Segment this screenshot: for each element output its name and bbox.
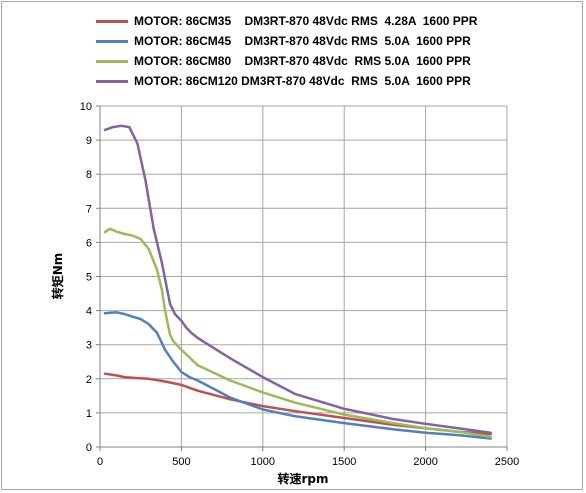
- y-tick-label: 5: [86, 272, 92, 284]
- y-tick-label: 2: [86, 374, 92, 386]
- y-tick-label: 1: [86, 408, 92, 420]
- y-tick-label: 9: [86, 135, 92, 147]
- y-axis-title: 转矩Nm: [50, 253, 65, 300]
- y-tick-label: 3: [86, 340, 92, 352]
- legend-label-86cm80: MOTOR: 86CM80 DM3RT-870 48Vdc RMS 5.0A 1…: [134, 54, 471, 68]
- x-tick-label: 2000: [413, 456, 437, 468]
- x-tick-label: 0: [97, 456, 103, 468]
- legend: MOTOR: 86CM35 DM3RT-870 48Vdc RMS 4.28A …: [96, 11, 477, 91]
- legend-item-86cm45: MOTOR: 86CM45 DM3RT-870 48Vdc RMS 5.0A 1…: [96, 31, 477, 51]
- axes: [96, 105, 508, 451]
- y-tick-label: 8: [86, 169, 92, 181]
- x-tick-label: 1500: [332, 456, 356, 468]
- series-line-1: [103, 311, 492, 440]
- y-tick-labels: 0 1 2 3 4 5 6 7 8 9 10: [80, 101, 92, 454]
- legend-label-86cm35: MOTOR: 86CM35 DM3RT-870 48Vdc RMS 4.28A …: [134, 14, 478, 28]
- y-tick-label: 0: [86, 442, 92, 454]
- series-line-3: [103, 124, 492, 434]
- y-tick-label: 7: [86, 203, 92, 215]
- legend-label-86cm45: MOTOR: 86CM45 DM3RT-870 48Vdc RMS 5.0A 1…: [134, 34, 471, 48]
- legend-item-86cm120: MOTOR: 86CM120 DM3RT-870 48Vdc RMS 5.0A …: [96, 71, 477, 91]
- y-tick-label: 10: [80, 101, 92, 113]
- x-tick-labels: 0 500 1000 1500 2000 2500: [97, 456, 519, 468]
- y-tick-label: 6: [86, 237, 92, 249]
- series-lines: [103, 124, 492, 440]
- y-tick-label: 4: [86, 306, 92, 318]
- legend-swatch-86cm45: [96, 39, 128, 43]
- x-axis-title: 转速rpm: [277, 471, 328, 486]
- x-tick-label: 2500: [495, 456, 519, 468]
- legend-swatch-86cm35: [96, 19, 128, 23]
- legend-swatch-86cm80: [96, 59, 128, 63]
- grid-lines: [100, 105, 508, 447]
- legend-item-86cm80: MOTOR: 86CM80 DM3RT-870 48Vdc RMS 5.0A 1…: [96, 51, 477, 71]
- legend-label-86cm120: MOTOR: 86CM120 DM3RT-870 48Vdc RMS 5.0A …: [134, 74, 471, 88]
- legend-swatch-86cm120: [96, 79, 128, 83]
- x-tick-label: 1000: [251, 456, 275, 468]
- x-tick-label: 500: [172, 456, 190, 468]
- series-line-2: [103, 227, 492, 439]
- legend-item-86cm35: MOTOR: 86CM35 DM3RT-870 48Vdc RMS 4.28A …: [96, 11, 477, 31]
